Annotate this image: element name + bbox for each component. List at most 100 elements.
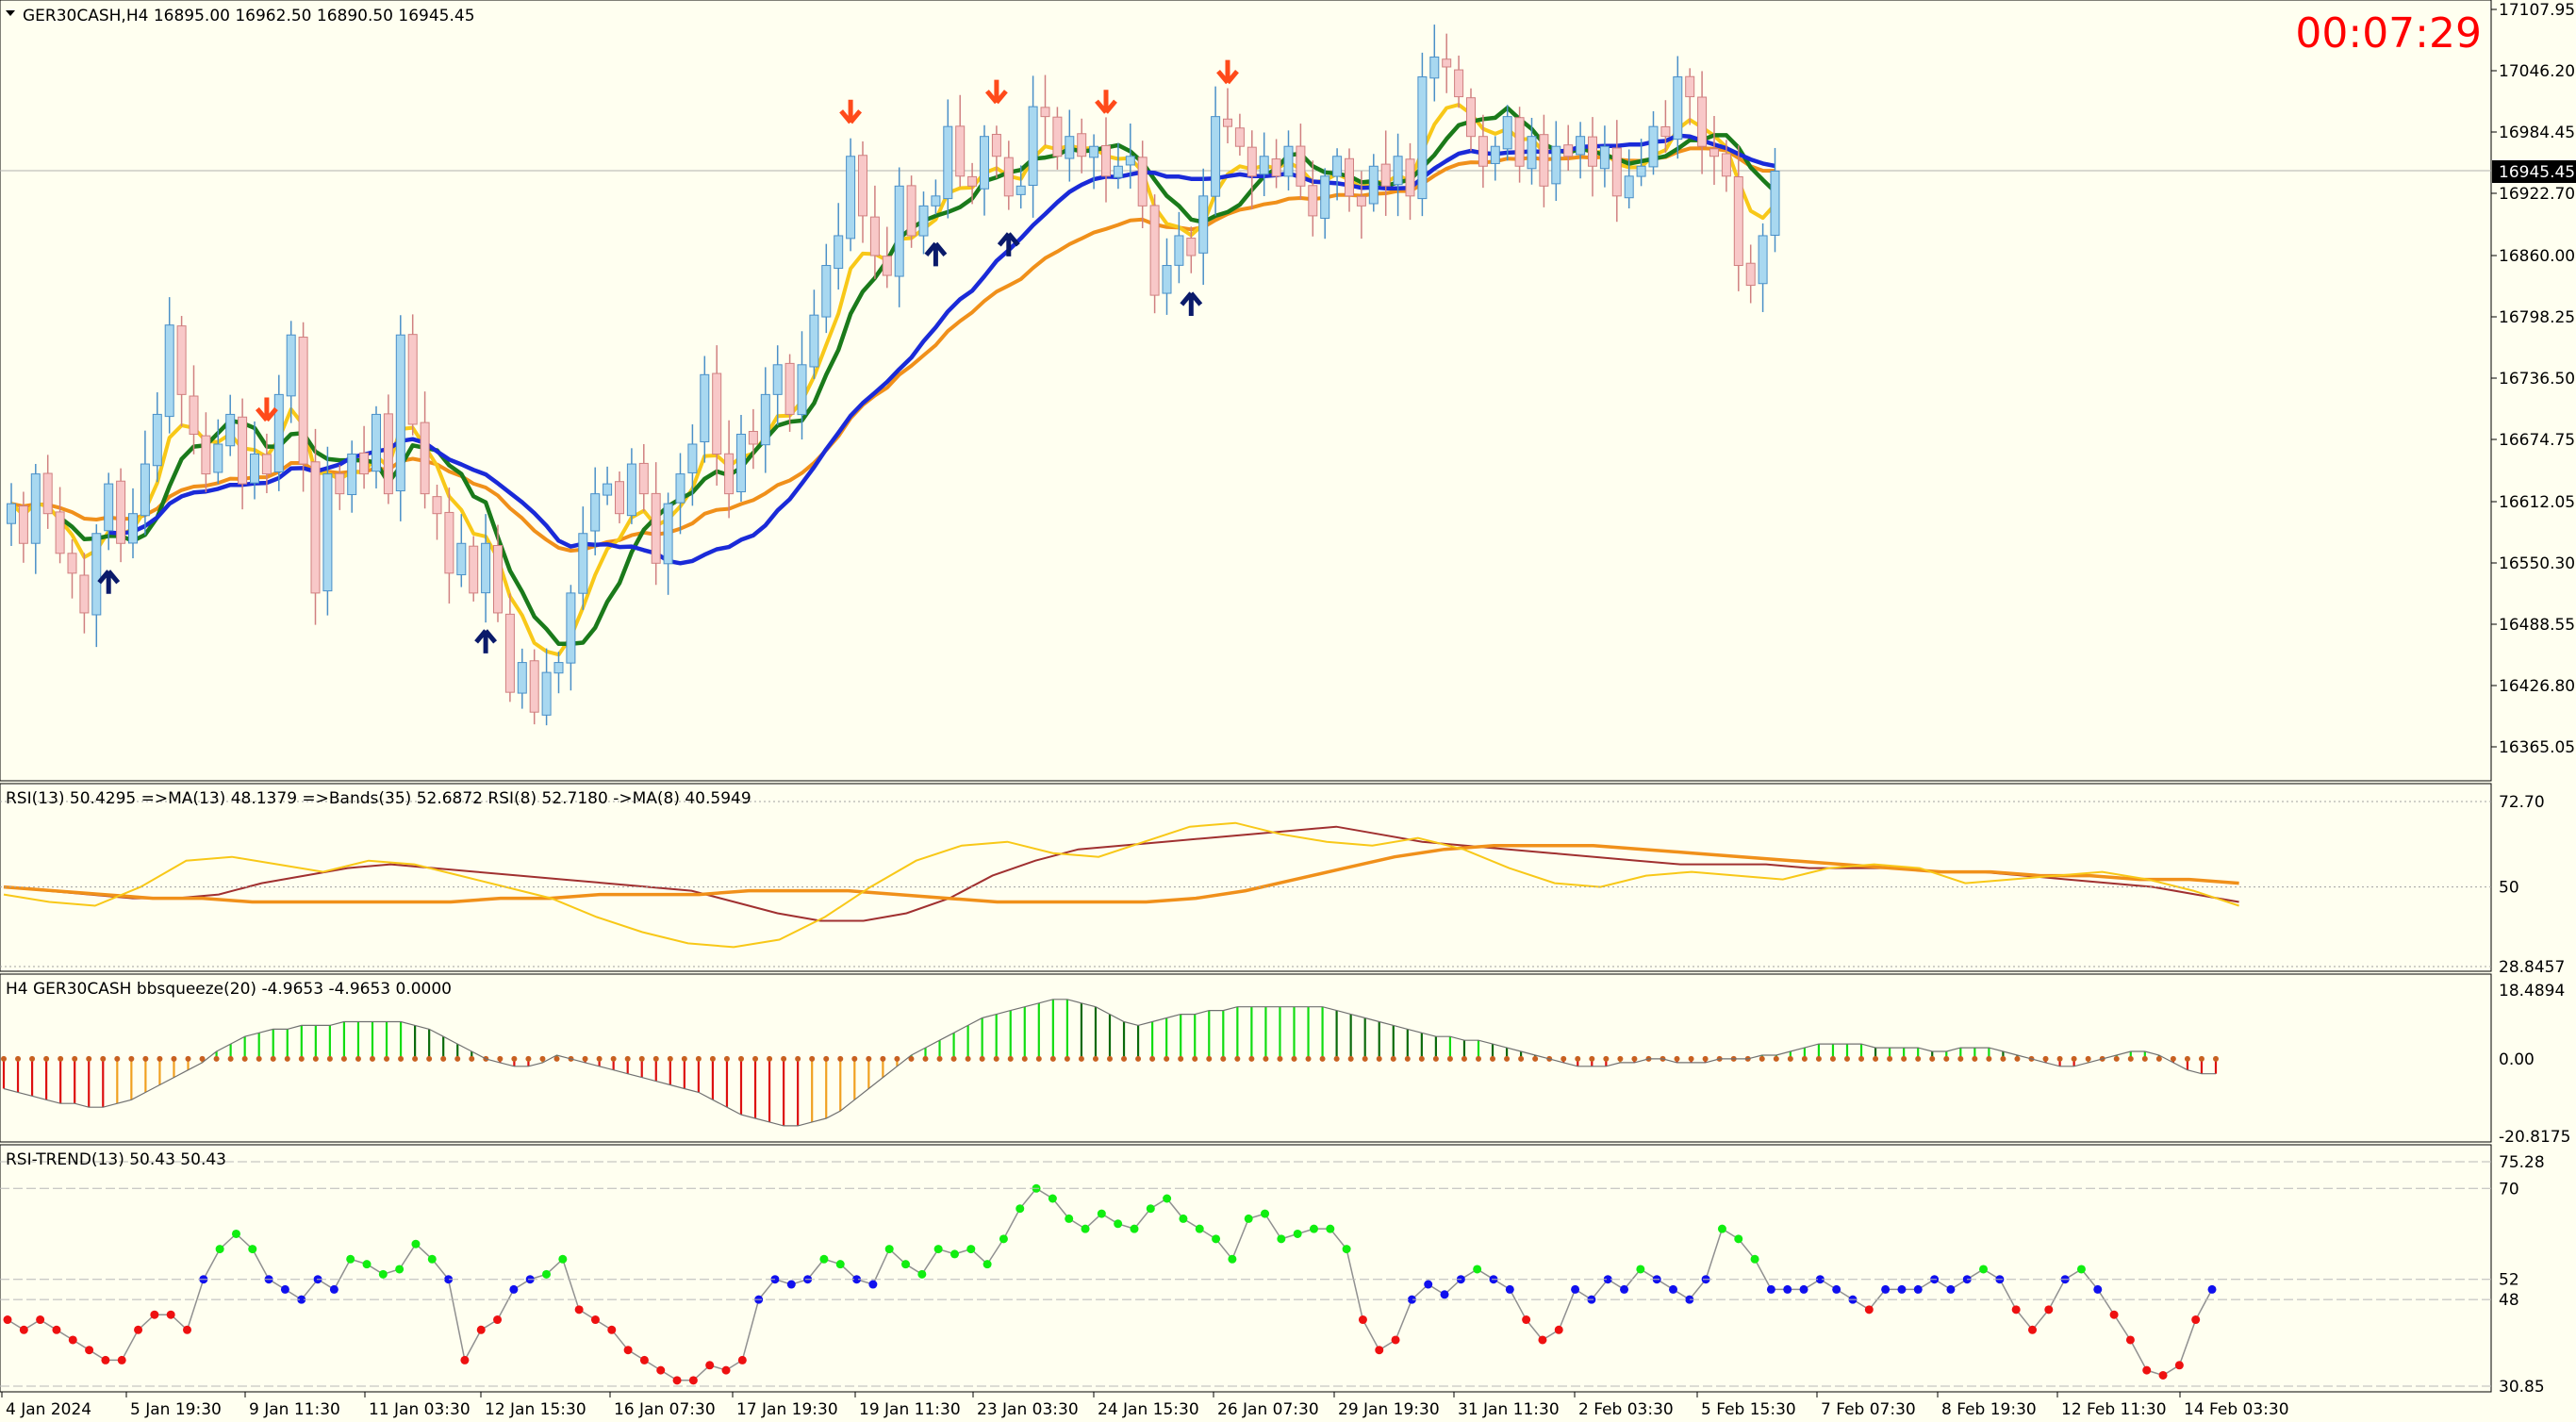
squeeze-tick-label: 18.4894 [2499,982,2565,1000]
time-tick-label: 16 Jan 07:30 [614,1400,716,1419]
candle [541,648,552,726]
squeeze-dot [2198,1055,2204,1062]
trend-point [1538,1335,1547,1345]
squeeze-dot [1277,1055,1283,1062]
squeeze-dot [652,1055,659,1062]
squeeze-dot [1560,1055,1567,1062]
candle [980,124,989,216]
squeeze-dot [723,1055,730,1062]
squeeze-dot [610,1055,617,1062]
squeeze-dot [965,1055,971,1062]
bar-timer: 00:07:29 [2295,9,2482,58]
squeeze-dot [1333,1055,1340,1062]
candle [931,179,941,215]
trend-point [2142,1365,2152,1375]
squeeze-dot [1461,1055,1467,1062]
squeeze-dot [1390,1055,1396,1062]
trend-tick-label: 30.85 [2499,1378,2545,1397]
candle [55,487,65,564]
candle [335,465,345,510]
squeeze-dot [86,1055,92,1062]
candle [663,492,673,595]
squeeze-dot [326,1055,333,1062]
candle [748,408,758,470]
rsi-panel[interactable] [0,783,2492,972]
candle [1393,133,1403,217]
trend-point [1016,1204,1025,1214]
squeeze-dot [1121,1055,1128,1062]
trend-point [2109,1310,2119,1319]
trend-point [558,1254,568,1264]
trend-point [1375,1346,1384,1355]
candle [481,514,491,623]
candle [834,203,844,290]
squeeze-dot [781,1055,787,1062]
squeeze-dot [767,1055,773,1062]
candle [42,455,53,529]
squeeze-dot [312,1055,319,1062]
trend-point [215,1245,224,1254]
trend-point [1832,1284,1841,1294]
candle [1223,88,1232,144]
current-price-tag [2492,160,2576,183]
candle [91,523,102,648]
squeeze-dot [241,1055,248,1062]
rsi-trend-panel[interactable] [0,1144,2492,1393]
buy-arrow-icon [1180,291,1203,316]
trend-point [248,1245,257,1254]
trend-point [1065,1214,1074,1223]
squeeze-header: H4 GER30CASH bbsqueeze(20) -4.9653 -4.96… [6,980,452,999]
squeeze-dot [1887,1055,1893,1062]
price-tick-label: 16365.05 [2499,738,2575,757]
trend-point [1261,1209,1270,1218]
trend-point [1114,1219,1123,1229]
trend-point [1048,1194,1057,1203]
squeeze-dot [2184,1055,2190,1062]
trend-point [1309,1224,1318,1233]
price-tick-label: 16674.75 [2499,431,2575,450]
candle [821,243,832,334]
candle [1417,52,1428,217]
squeeze-dot [171,1055,177,1062]
candle [395,315,405,521]
squeeze-outline [3,999,2216,1127]
price-tick-label: 16550.30 [2499,554,2575,573]
dropdown-triangle-icon[interactable] [6,10,15,16]
candle [529,649,539,725]
candle [760,367,770,473]
candle [1539,114,1549,207]
price-panel[interactable] [0,0,2492,782]
trend-point [819,1254,829,1264]
trend-point [835,1260,845,1269]
squeeze-dot [1376,1055,1382,1062]
candle [128,488,138,559]
squeeze-dot [58,1055,64,1062]
candle [359,425,370,489]
candle [79,553,90,634]
candlestick-series [7,25,1780,726]
trend-point [1603,1275,1612,1284]
trend-point [639,1355,649,1364]
squeeze-dot [1220,1055,1227,1062]
squeeze-dot [1149,1055,1156,1062]
time-tick-label: 5 Jan 19:30 [130,1400,222,1419]
squeeze-dot [1873,1055,1879,1062]
squeeze-dot [1532,1055,1539,1062]
candle [67,538,77,599]
squeeze-dot [1901,1055,1907,1062]
candle [1052,107,1063,170]
squeeze-dot [695,1055,702,1062]
candle [1113,142,1123,190]
candle [1697,71,1708,174]
time-tick-label: 8 Feb 19:30 [1941,1400,2037,1419]
squeeze-tick-label: 0.00 [2499,1050,2535,1069]
rsi-tick-label: 50 [2499,879,2519,898]
rsi-series-line [3,825,2239,922]
candle [1320,168,1330,240]
candle [1149,194,1160,314]
candle [675,453,685,535]
squeeze-dot [1206,1055,1213,1062]
candle [1065,109,1075,182]
trend-point [1391,1335,1400,1345]
